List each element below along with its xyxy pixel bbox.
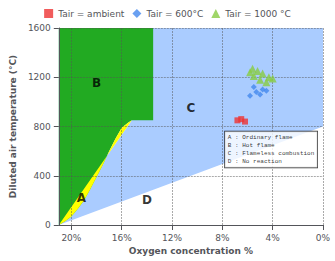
svg-text:400: 400: [34, 171, 51, 181]
svg-text:Oxygen concentration %: Oxygen concentration %: [129, 246, 253, 256]
svg-text:4%: 4%: [266, 233, 281, 243]
svg-text:12%: 12%: [162, 233, 182, 243]
svg-text:8%: 8%: [215, 233, 230, 243]
svg-text:Tair = 600°C: Tair = 600°C: [145, 9, 203, 19]
svg-text:A : Ordinary flame: A : Ordinary flame: [228, 134, 293, 141]
svg-text:B: B: [92, 76, 101, 90]
svg-text:Tair = 1000 °C: Tair = 1000 °C: [224, 9, 291, 19]
svg-text:D : No reaction: D : No reaction: [228, 158, 282, 165]
svg-text:20%: 20%: [61, 233, 81, 243]
svg-text:B : Hot flame: B : Hot flame: [228, 142, 275, 149]
svg-text:16%: 16%: [112, 233, 132, 243]
svg-text:1200: 1200: [28, 72, 51, 82]
svg-text:A: A: [77, 191, 87, 205]
svg-text:1600: 1600: [28, 23, 51, 33]
svg-text:0%: 0%: [316, 233, 331, 243]
svg-text:0: 0: [45, 220, 51, 230]
svg-text:Tair = ambient: Tair = ambient: [57, 9, 125, 19]
svg-text:D: D: [142, 193, 152, 207]
svg-text:800: 800: [34, 122, 51, 132]
svg-text:C : Flameless combustion: C : Flameless combustion: [228, 150, 315, 157]
svg-text:Diluted air temperature (°C): Diluted air temperature (°C): [8, 55, 18, 198]
svg-text:C: C: [186, 101, 195, 115]
